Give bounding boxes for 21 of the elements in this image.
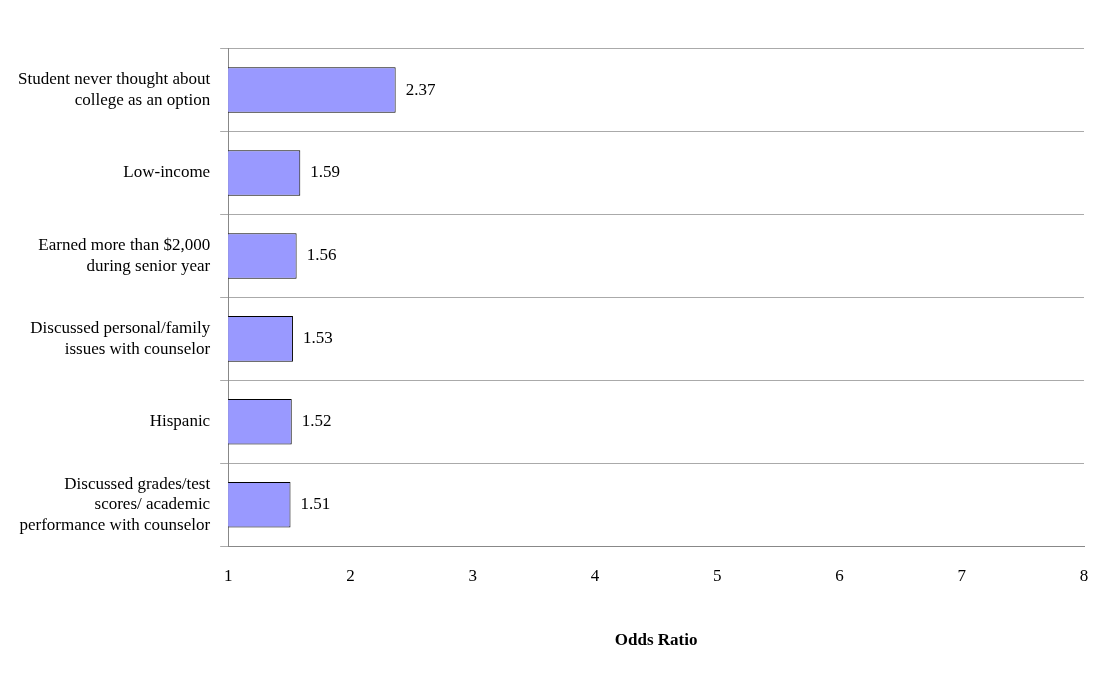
- y-tick-label: Discussed grades/test scores/ academic performance with counselor: [19, 473, 211, 534]
- x-tick-label: 2: [346, 565, 355, 585]
- data-label: 1.56: [306, 245, 337, 265]
- y-tick-label: Student never thought about college as an option: [17, 69, 211, 109]
- y-tick-label: Hispanic: [149, 411, 211, 431]
- x-tick-label: 3: [468, 565, 477, 585]
- data-label: 1.52: [301, 411, 332, 431]
- y-tick-label: Earned more than $2,000 during senior year: [38, 235, 211, 275]
- y-tick-label: Low-income: [123, 162, 211, 182]
- x-tick-label: 8: [1079, 565, 1089, 585]
- x-tick-label: 5: [712, 565, 722, 585]
- data-label: 1.53: [302, 328, 333, 348]
- x-tick-label: 1: [223, 565, 233, 585]
- x-tick-label: 4: [590, 565, 600, 585]
- x-tick-label: 7: [957, 565, 967, 585]
- x-axis-title: Odds Ratio: [614, 630, 698, 650]
- data-label: 2.37: [405, 79, 436, 99]
- data-label: 1.51: [300, 494, 331, 514]
- y-tick-label: Discussed personal/family issues with counselor: [30, 318, 211, 358]
- data-label: 1.59: [310, 162, 341, 182]
- x-tick-label: 6: [835, 565, 844, 585]
